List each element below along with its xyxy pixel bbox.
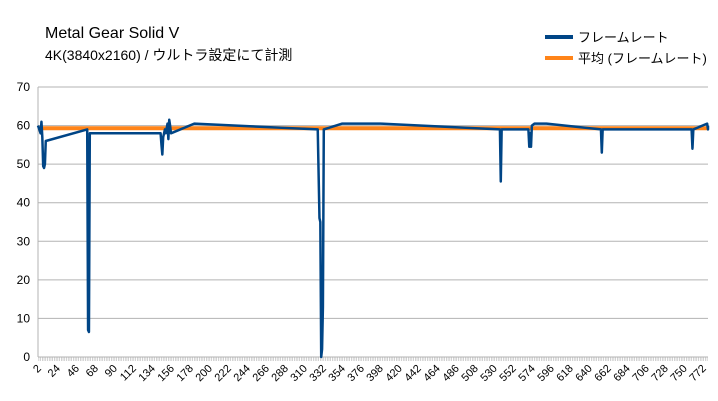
grid	[38, 86, 708, 358]
x-tick-label: 332	[307, 363, 328, 384]
x-tick-label: 376	[345, 363, 366, 384]
series-framerate-line	[36, 118, 710, 359]
legend-label-framerate: フレームレート	[578, 30, 669, 45]
x-tick-label: 156	[155, 363, 176, 384]
x-tick-label: 134	[136, 363, 157, 384]
y-tick-label: 20	[17, 273, 31, 287]
y-tick-label: 70	[17, 80, 31, 94]
x-tick-label: 354	[326, 363, 347, 384]
x-tick-label: 662	[592, 363, 613, 384]
x-tick-label: 24	[46, 363, 63, 380]
x-tick-label: 310	[288, 363, 309, 384]
x-tick-label: 2	[31, 363, 44, 376]
x-tick-label: 420	[383, 363, 404, 384]
x-tick-label: 112	[118, 363, 139, 384]
series	[36, 118, 710, 359]
chart-subtitle: 4K(3840x2160) / ウルトラ設定にて計測	[45, 47, 292, 63]
x-tick-label: 574	[516, 363, 537, 384]
y-tick-label: 40	[17, 196, 31, 210]
y-tick-label: 60	[17, 119, 31, 133]
x-tick-label: 552	[497, 363, 518, 384]
x-tick-label: 772	[687, 363, 708, 384]
x-tick-label: 618	[554, 363, 575, 384]
x-tick-label: 398	[364, 363, 385, 384]
y-tick-label: 10	[17, 311, 31, 325]
x-tick-label: 244	[231, 363, 252, 384]
chart-title: Metal Gear Solid V	[45, 25, 180, 42]
x-axis-ticks: 2 24 46 68 901121341561782002222442662883103…	[31, 363, 709, 384]
y-tick-label: 0	[23, 350, 30, 364]
x-tick-label: 222	[212, 363, 233, 384]
axes	[37, 87, 708, 361]
x-tick-label: 706	[630, 363, 651, 384]
x-tick-label: 178	[174, 363, 195, 384]
x-tick-label: 530	[478, 363, 499, 384]
x-tick-label: 46	[65, 363, 82, 380]
x-tick-label: 728	[649, 363, 670, 384]
x-tick-label: 288	[269, 363, 290, 384]
y-tick-label: 30	[17, 234, 31, 248]
x-tick-label: 68	[84, 363, 101, 380]
x-tick-label: 596	[535, 363, 556, 384]
x-tick-label: 486	[440, 363, 461, 384]
legend: フレームレート 平均 (フレームレート)	[545, 30, 707, 66]
x-tick-label: 640	[573, 363, 594, 384]
x-tick-label: 200	[193, 363, 214, 384]
legend-label-average: 平均 (フレームレート)	[578, 51, 707, 66]
y-tick-label: 50	[17, 157, 31, 171]
x-tick-label: 684	[611, 363, 632, 384]
x-tick-label: 90	[103, 363, 120, 380]
x-tick-label: 464	[421, 363, 442, 384]
x-tick-label: 508	[459, 363, 480, 384]
x-tick-label: 750	[668, 363, 689, 384]
x-tick-label: 442	[402, 363, 423, 384]
y-axis-ticks: 0 10 20 30 40 50 60 70	[17, 80, 31, 364]
x-tick-label: 266	[250, 363, 271, 384]
